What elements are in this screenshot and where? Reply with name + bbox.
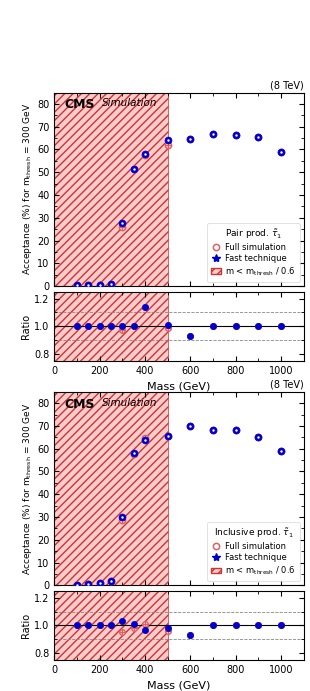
Bar — [54, 93, 168, 286]
Bar — [54, 292, 168, 361]
Text: Simulation: Simulation — [102, 397, 157, 408]
X-axis label: Mass (GeV): Mass (GeV) — [147, 681, 211, 690]
X-axis label: Mass (GeV): Mass (GeV) — [147, 381, 211, 391]
Legend: Full simulation, Fast technique, m < m$_\mathrm{thresh}$ / 0.6: Full simulation, Fast technique, m < m$_… — [207, 223, 300, 282]
Y-axis label: Acceptance (%) for m$_\mathrm{thresh}$ = 300 GeV: Acceptance (%) for m$_\mathrm{thresh}$ =… — [21, 402, 34, 575]
Text: CMS: CMS — [64, 397, 95, 410]
Y-axis label: Ratio: Ratio — [21, 613, 31, 638]
Text: Simulation: Simulation — [102, 98, 157, 108]
Bar — [54, 392, 168, 585]
Legend: Full simulation, Fast technique, m < m$_\mathrm{thresh}$ / 0.6: Full simulation, Fast technique, m < m$_… — [207, 522, 300, 581]
Bar — [54, 591, 168, 660]
Text: (8 TeV): (8 TeV) — [270, 81, 304, 91]
Text: CMS: CMS — [64, 98, 95, 111]
Y-axis label: Acceptance (%) for m$_\mathrm{thresh}$ = 300 GeV: Acceptance (%) for m$_\mathrm{thresh}$ =… — [21, 103, 34, 276]
Text: (8 TeV): (8 TeV) — [270, 380, 304, 390]
Y-axis label: Ratio: Ratio — [21, 314, 31, 339]
